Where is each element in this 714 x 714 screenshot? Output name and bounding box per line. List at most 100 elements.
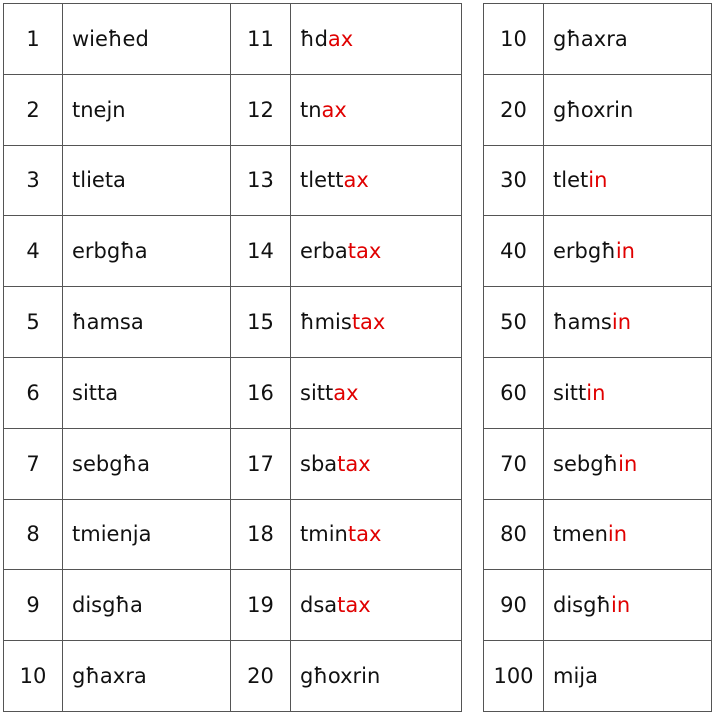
word-cell: sebgħa (62, 427, 231, 500)
number-cell: 10 (3, 640, 63, 712)
number: 9 (26, 593, 40, 618)
word-stem: disgħ (553, 593, 612, 618)
word-stem: ħmis (300, 310, 352, 335)
number: 70 (500, 451, 527, 476)
word-stem: tlieta (72, 168, 126, 193)
word-suffix: in (611, 593, 631, 618)
number-cell: 14 (230, 215, 291, 288)
number-cell: 40 (483, 215, 544, 288)
number-cell: 80 (483, 498, 544, 571)
word-stem: tnejn (72, 97, 126, 122)
word-cell: għaxra (62, 640, 231, 712)
word-cell: tnejn (62, 73, 231, 146)
table-row: 9 disgħa 19 dsatax (3, 569, 462, 642)
word-stem: għaxra (553, 26, 628, 51)
number-cell: 16 (230, 356, 291, 429)
number: 8 (26, 522, 40, 547)
word-suffix: ax (333, 380, 359, 405)
number: 2 (26, 97, 40, 122)
number-cell: 13 (230, 144, 291, 217)
word-cell: għoxrin (543, 73, 712, 146)
word-cell: sittax (290, 356, 462, 429)
number: 50 (500, 310, 527, 335)
word-stem: ħd (300, 26, 328, 51)
table-row: 2 tnejn 12 tnax (3, 73, 462, 146)
number-cell: 100 (483, 640, 544, 712)
word-stem: sba (300, 451, 338, 476)
number-cell: 17 (230, 427, 291, 500)
number-cell: 19 (230, 569, 291, 642)
number-cell: 9 (3, 569, 63, 642)
word-cell: sebgħin (543, 427, 712, 500)
number: 40 (500, 239, 527, 264)
number-cell: 5 (3, 286, 63, 358)
word-stem: sebgħa (72, 451, 150, 476)
number: 13 (247, 168, 274, 193)
word-cell: tmintax (290, 498, 462, 571)
number-cell: 18 (230, 498, 291, 571)
word-suffix: ax (343, 168, 369, 193)
table-row: 5 ħamsa 15 ħmistax (3, 286, 462, 358)
table-row: 6 sitta 16 sittax (3, 356, 462, 429)
number-cell: 60 (483, 356, 544, 429)
word-cell: disgħin (543, 569, 712, 642)
word-stem: tmin (300, 522, 348, 547)
table-row: 3 tlieta 13 tlettax (3, 144, 462, 217)
word-suffix: in (611, 310, 632, 335)
word-stem: erba (300, 239, 348, 264)
word-stem: erbgħ (553, 239, 616, 264)
word-suffix: in (615, 239, 635, 264)
numbers-table-1-20: 1 wieħed 11 ħdax 2 tnejn 12 tnax 3 tlieta 13 tletta… (3, 3, 462, 712)
word-stem: wieħed (72, 26, 149, 51)
number-cell: 90 (483, 569, 544, 642)
number: 10 (19, 664, 47, 689)
word-cell: għoxrin (290, 640, 462, 712)
word-suffix: in (607, 522, 628, 547)
table-row: 70 sebgħin (483, 427, 712, 500)
word-cell: sitta (62, 356, 231, 429)
word-stem: tlett (300, 168, 344, 193)
table-row: 60 sittin (483, 356, 712, 429)
word-cell: tlieta (62, 144, 231, 217)
word-cell: ħamsin (543, 286, 712, 358)
number: 5 (26, 310, 40, 335)
number: 18 (247, 522, 274, 547)
number: 19 (247, 593, 274, 618)
number-cell: 8 (3, 498, 63, 571)
number-cell: 12 (230, 73, 291, 146)
number: 11 (247, 26, 274, 51)
word-stem: tn (300, 97, 322, 122)
number: 60 (500, 380, 527, 405)
word-stem: għoxrin (300, 664, 381, 689)
table-row: 20 għoxrin (483, 73, 712, 146)
number-cell: 20 (230, 640, 291, 712)
number: 10 (500, 26, 527, 51)
word-suffix: tax (337, 451, 371, 476)
word-cell: tletin (543, 144, 712, 217)
table-row: 10 għaxra (483, 3, 712, 75)
number: 16 (247, 380, 274, 405)
number-cell: 15 (230, 286, 291, 358)
word-suffix: ax (321, 97, 347, 122)
number-cell: 30 (483, 144, 544, 217)
word-stem: sitt (553, 380, 587, 405)
number: 20 (500, 97, 527, 122)
number-cell: 10 (483, 3, 544, 75)
number: 20 (247, 664, 274, 689)
number-cell: 50 (483, 286, 544, 358)
number: 80 (500, 522, 527, 547)
word-cell: tmienja (62, 498, 231, 571)
number: 14 (247, 239, 274, 264)
word-cell: tmenin (543, 498, 712, 571)
word-cell: għaxra (543, 3, 712, 75)
word-stem: sitta (72, 380, 119, 405)
word-stem: disgħa (72, 593, 143, 618)
word-stem: mija (553, 664, 598, 689)
word-cell: mija (543, 640, 712, 712)
word-cell: erbgħin (543, 215, 712, 288)
number-cell: 7 (3, 427, 63, 500)
table-row: 1 wieħed 11 ħdax (3, 3, 462, 75)
number: 4 (26, 239, 40, 264)
number: 7 (26, 451, 40, 476)
